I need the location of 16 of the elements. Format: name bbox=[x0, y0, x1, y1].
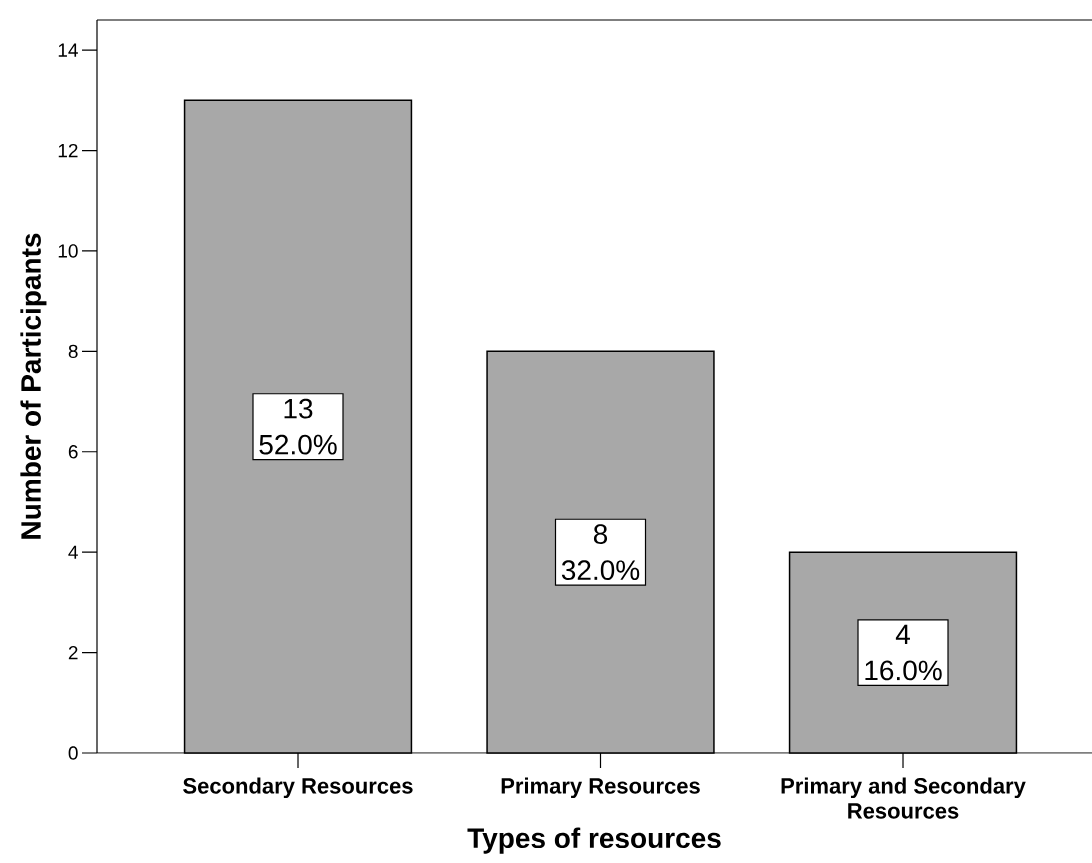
x-axis-title: Types of resources bbox=[467, 827, 721, 854]
y-tick-label: 2 bbox=[68, 645, 78, 660]
y-tick-label: 8 bbox=[68, 344, 78, 359]
y-axis-title: Number of Participants bbox=[20, 233, 47, 539]
x-tick-label: Secondary Resources bbox=[183, 777, 413, 799]
y-tick-label: 10 bbox=[58, 244, 78, 258]
data-label: 4 16.0% bbox=[865, 624, 942, 681]
data-label: 8 32.0% bbox=[561, 524, 640, 581]
y-tick-label: 0 bbox=[68, 746, 78, 760]
x-tick-label: Primary and Secondary Resources bbox=[781, 777, 1026, 819]
y-tick-label: 4 bbox=[68, 545, 78, 559]
y-tick-label: 14 bbox=[58, 43, 78, 57]
y-tick-label: 6 bbox=[68, 445, 78, 459]
y-tick-label: 12 bbox=[58, 143, 78, 158]
data-label: 13 52.0% bbox=[259, 398, 337, 455]
x-tick-label: Primary Resources bbox=[501, 777, 700, 799]
